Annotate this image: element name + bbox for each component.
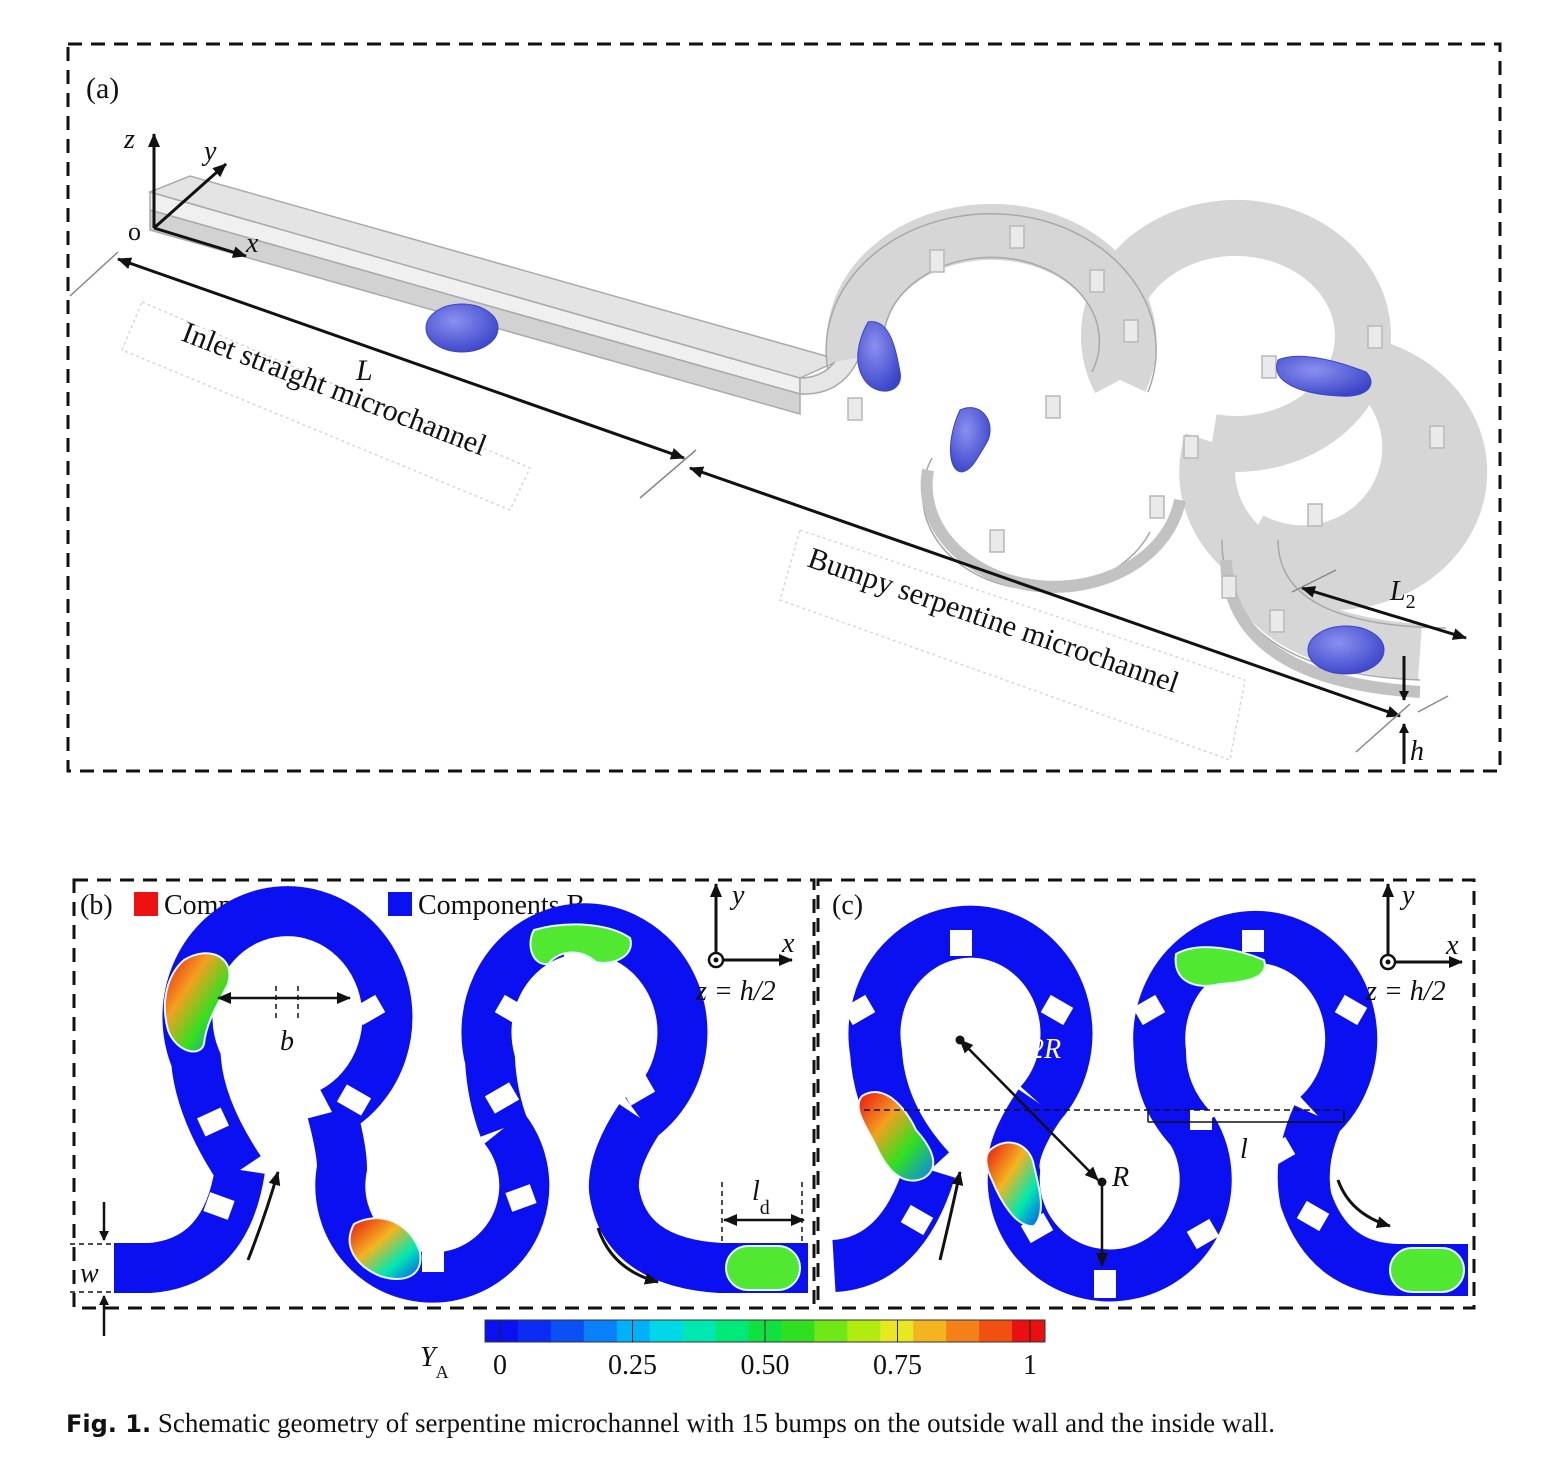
dimensions-b <box>70 986 805 1336</box>
colorbar-tick-label: 0.25 <box>608 1350 657 1381</box>
flow-arrows-b <box>246 1171 659 1285</box>
inlet-label-box <box>121 301 532 511</box>
origin-label: o <box>128 217 141 246</box>
panel-c-frame <box>816 878 1476 1310</box>
droplet-c-4 <box>1389 1247 1465 1293</box>
legend-swatch-b <box>388 892 412 916</box>
axis-x-label-b: x <box>781 928 795 959</box>
dim-R-label: R <box>1111 1162 1129 1193</box>
colorbar-swatch <box>814 1320 848 1342</box>
colorbar-swatch <box>1012 1320 1046 1342</box>
colorbar-swatch <box>781 1320 815 1342</box>
dim-h-label: h <box>1410 736 1424 767</box>
axes-c <box>1382 883 1463 968</box>
droplets-b <box>163 923 801 1291</box>
inlet-channel <box>147 175 863 415</box>
colorbar-swatch <box>517 1320 552 1342</box>
panel-a: (a) <box>66 42 1502 773</box>
panel-b-frame <box>72 878 816 1310</box>
axis-x-label-a: x <box>245 228 259 259</box>
colorbar-tick-label: 0 <box>493 1350 507 1381</box>
panel-a-label: (a) <box>86 72 119 105</box>
dim-L-line <box>117 257 685 460</box>
center-dot-1 <box>955 1035 965 1045</box>
colorbar-swatch <box>649 1320 684 1342</box>
axis-y-label-a: y <box>201 136 217 167</box>
dim-L-label: L <box>355 354 373 387</box>
droplet-b-3 <box>348 1217 422 1280</box>
colorbar-ticks: 0 0.25 0.50 0.75 1 <box>493 1320 1037 1381</box>
dim-2R-label: 2R <box>1030 1034 1061 1065</box>
plane-label-c: z = h/2 <box>1365 976 1446 1007</box>
droplet-inlet <box>425 303 499 353</box>
droplet-b-1 <box>163 952 231 1053</box>
droplet-turn-3 <box>1276 355 1372 397</box>
dim-L2-line <box>1301 586 1467 640</box>
serpentine-channel <box>825 199 1488 698</box>
colorbar-swatch <box>715 1320 750 1342</box>
dim-L2-label: L2 <box>1389 576 1416 613</box>
droplet-turn-1 <box>857 321 901 392</box>
axis-x-label-c: x <box>1445 930 1459 961</box>
panel-c-label: (c) <box>832 890 863 921</box>
dim-b-label: b <box>280 1026 294 1057</box>
plane-label-b: z = h/2 <box>695 976 776 1007</box>
panel-b-label: (b) <box>80 890 113 921</box>
dim-ld-label: ld <box>752 1176 770 1219</box>
droplet-turn-2 <box>949 407 991 473</box>
dim-l-label: l <box>1240 1134 1248 1165</box>
axis-z-dot-center-b <box>713 957 719 963</box>
flow-arrows-c <box>938 1171 1391 1261</box>
colorbar-swatch <box>913 1320 947 1342</box>
colorbar-tick-label: 0.75 <box>873 1350 922 1381</box>
bumps-c <box>842 930 1368 1298</box>
colorbar-swatches <box>485 1320 1046 1342</box>
caption-text: Schematic geometry of serpentine microch… <box>157 1408 1276 1438</box>
panel-c: (c) <box>816 878 1476 1310</box>
colorbar-variable: YA <box>420 1342 449 1382</box>
panel-b: (b) Components A Components B <box>70 878 816 1336</box>
center-dot-2 <box>1097 1177 1107 1187</box>
colorbar-swatch <box>682 1320 717 1342</box>
axis-z-label-a: z <box>123 124 135 155</box>
figure-caption: Fig. 1. Schematic geometry of serpentine… <box>66 1408 1526 1439</box>
colorbar-tick-label: 1 <box>1023 1350 1037 1381</box>
axis-z-dot-center-c <box>1385 959 1391 965</box>
colorbar: YA 0 0.25 0.50 0.75 1 <box>420 1319 1046 1382</box>
droplets-c <box>857 946 1465 1293</box>
droplet-outlet <box>1307 625 1385 675</box>
dim-bumpy-line <box>689 466 1401 718</box>
colorbar-swatch <box>485 1320 519 1342</box>
droplet-c-1 <box>857 1091 935 1182</box>
colorbar-swatch <box>616 1320 651 1342</box>
droplet-b-2 <box>529 923 632 966</box>
dim-2R-line <box>959 1039 1099 1181</box>
droplet-b-4 <box>725 1245 801 1291</box>
colorbar-swatch <box>946 1320 980 1342</box>
dim-w-label: w <box>80 1258 99 1289</box>
droplet-c-3 <box>1174 946 1266 987</box>
axes-b <box>710 883 793 966</box>
colorbar-swatch <box>979 1320 1013 1342</box>
panel-a-frame <box>66 42 1502 773</box>
caption-label: Fig. 1. <box>66 1410 152 1438</box>
colorbar-swatch <box>583 1320 618 1342</box>
colorbar-swatch <box>847 1320 881 1342</box>
extension-lines-a <box>69 251 1449 753</box>
colorbar-swatch <box>550 1320 585 1342</box>
dimension-lines-a <box>117 257 1467 764</box>
legend-swatch-a <box>134 892 158 916</box>
axes-3d <box>148 133 247 258</box>
dimensions-c <box>864 1039 1345 1267</box>
axis-y-label-c: y <box>1399 880 1415 911</box>
colorbar-tick-label: 0.50 <box>741 1350 790 1381</box>
axis-y-label-b: y <box>729 880 745 911</box>
